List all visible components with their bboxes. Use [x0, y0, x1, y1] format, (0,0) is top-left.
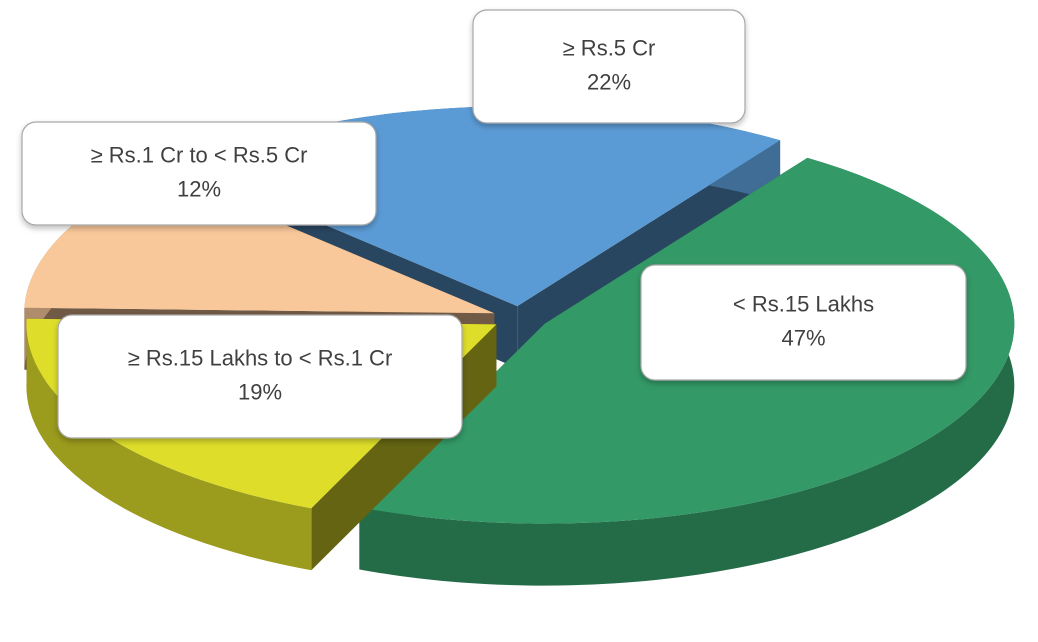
value-label: 12%: [177, 176, 221, 201]
value-label: 19%: [238, 379, 282, 404]
category-label: < Rs.15 Lakhs: [733, 291, 874, 316]
label-box: [472, 9, 746, 124]
value-label: 47%: [781, 325, 825, 350]
label-box: [640, 264, 967, 381]
category-label: ≥ Rs.1 Cr to < Rs.5 Cr: [91, 142, 308, 167]
category-label: ≥ Rs.15 Lakhs to < Rs.1 Cr: [128, 345, 393, 370]
value-label: 22%: [587, 69, 631, 94]
data-labels: < Rs.15 Lakhs 47% ≥ Rs.15 Lakhs to < Rs.1 …: [21, 9, 967, 439]
category-label: ≥ Rs.5 Cr: [563, 35, 656, 60]
label-box: [57, 314, 463, 439]
slice-edge: [26, 318, 312, 571]
label-box: [21, 121, 377, 226]
slice-edge: [359, 157, 1015, 586]
